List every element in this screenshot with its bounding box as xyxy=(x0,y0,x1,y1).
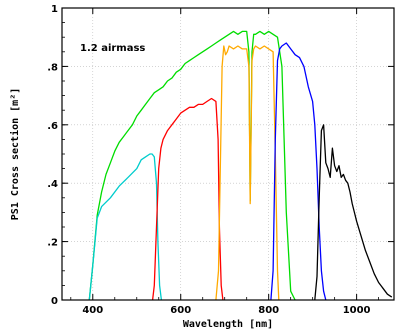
y-tick-label: 1 xyxy=(51,4,58,15)
airmass-annotation: 1.2 airmass xyxy=(80,43,145,54)
grid-lines xyxy=(62,8,394,300)
y-tick-label: .8 xyxy=(47,62,58,73)
axis-ticks xyxy=(62,7,394,301)
y-tick-label: .6 xyxy=(47,121,58,132)
tick-labels: 0 .2 .4 .6 .8 1 400 600 800 1000 xyxy=(47,4,370,316)
series-line-2 xyxy=(151,97,224,301)
series-line-5 xyxy=(314,124,393,301)
series-line-1 xyxy=(88,153,163,301)
y-tick-label: .2 xyxy=(47,238,58,249)
series-line-3 xyxy=(215,45,280,301)
x-axis-label: Wavelength [nm] xyxy=(183,319,273,330)
series-line-0 xyxy=(88,30,296,301)
y-tick-label: .4 xyxy=(47,179,58,190)
y-tick-label: 0 xyxy=(51,296,58,307)
x-tick-label: 1000 xyxy=(343,305,371,316)
series-line-4 xyxy=(270,42,327,301)
y-axis-label: PS1 Cross section [m²] xyxy=(9,88,21,220)
series-layer xyxy=(88,30,393,301)
x-tick-label: 800 xyxy=(258,305,279,316)
x-tick-label: 600 xyxy=(170,305,191,316)
x-tick-label: 400 xyxy=(82,305,103,316)
